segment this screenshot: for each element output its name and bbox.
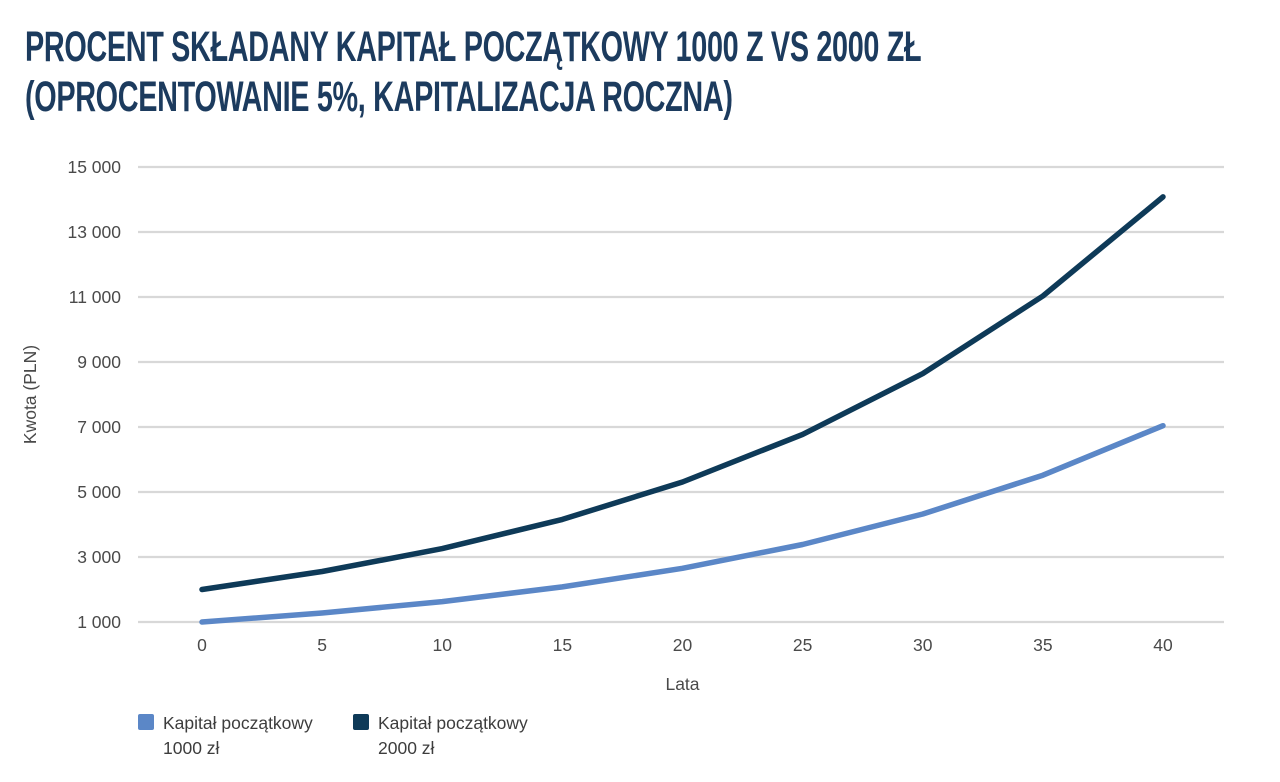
x-tick-label: 35 bbox=[1033, 635, 1052, 655]
chart-title: PROCENT SKŁADANY KAPITAŁ POCZĄTKOWY 1000… bbox=[25, 22, 1280, 122]
x-tick-label: 30 bbox=[913, 635, 933, 655]
y-tick-label: 5 000 bbox=[77, 482, 121, 502]
x-tick-label: 20 bbox=[673, 635, 693, 655]
y-tick-label: 9 000 bbox=[77, 352, 121, 372]
chart-title-line1: PROCENT SKŁADANY KAPITAŁ POCZĄTKOWY 1000… bbox=[25, 23, 922, 71]
legend-label-2000-line1: Kapitał początkowy bbox=[378, 713, 528, 733]
legend-swatch-2000 bbox=[353, 714, 369, 730]
y-tick-label: 13 000 bbox=[67, 222, 121, 242]
x-tick-label: 10 bbox=[433, 635, 453, 655]
y-tick-label: 15 000 bbox=[67, 157, 121, 177]
legend-label-1000-line2: 1000 zł bbox=[163, 738, 220, 759]
legend-item-1000: Kapitał początkowy 1000 zł bbox=[138, 711, 338, 762]
y-axis-title: Kwota (PLN) bbox=[20, 345, 40, 444]
chart-title-line2: (OPROCENTOWANIE 5%, KAPITALIZACJA ROCZNA… bbox=[25, 73, 733, 121]
legend-label-2000-line2: 2000 zł bbox=[378, 738, 435, 759]
y-tick-label: 11 000 bbox=[69, 287, 121, 307]
y-tick-label: 1 000 bbox=[77, 612, 121, 632]
legend-label-1000-line1: Kapitał początkowy bbox=[163, 713, 313, 733]
x-tick-label: 0 bbox=[197, 635, 207, 655]
x-tick-label: 15 bbox=[553, 635, 572, 655]
series-line-2000 bbox=[199, 194, 1166, 593]
x-axis-title: Lata bbox=[665, 674, 699, 694]
chart-legend: Kapitał początkowy 1000 zł Kapitał począ… bbox=[138, 711, 553, 762]
y-tick-label: 3 000 bbox=[77, 547, 121, 567]
series-line-1000 bbox=[199, 422, 1166, 625]
legend-label-2000: Kapitał początkowy 2000 zł bbox=[378, 711, 528, 762]
x-tick-label: 25 bbox=[793, 635, 812, 655]
y-tick-label: 7 000 bbox=[77, 417, 121, 437]
x-tick-label: 40 bbox=[1153, 635, 1173, 655]
legend-swatch-1000 bbox=[138, 714, 154, 730]
legend-item-2000: Kapitał początkowy 2000 zł bbox=[353, 711, 553, 762]
x-tick-label: 5 bbox=[317, 635, 327, 655]
legend-label-1000: Kapitał początkowy 1000 zł bbox=[163, 711, 313, 762]
